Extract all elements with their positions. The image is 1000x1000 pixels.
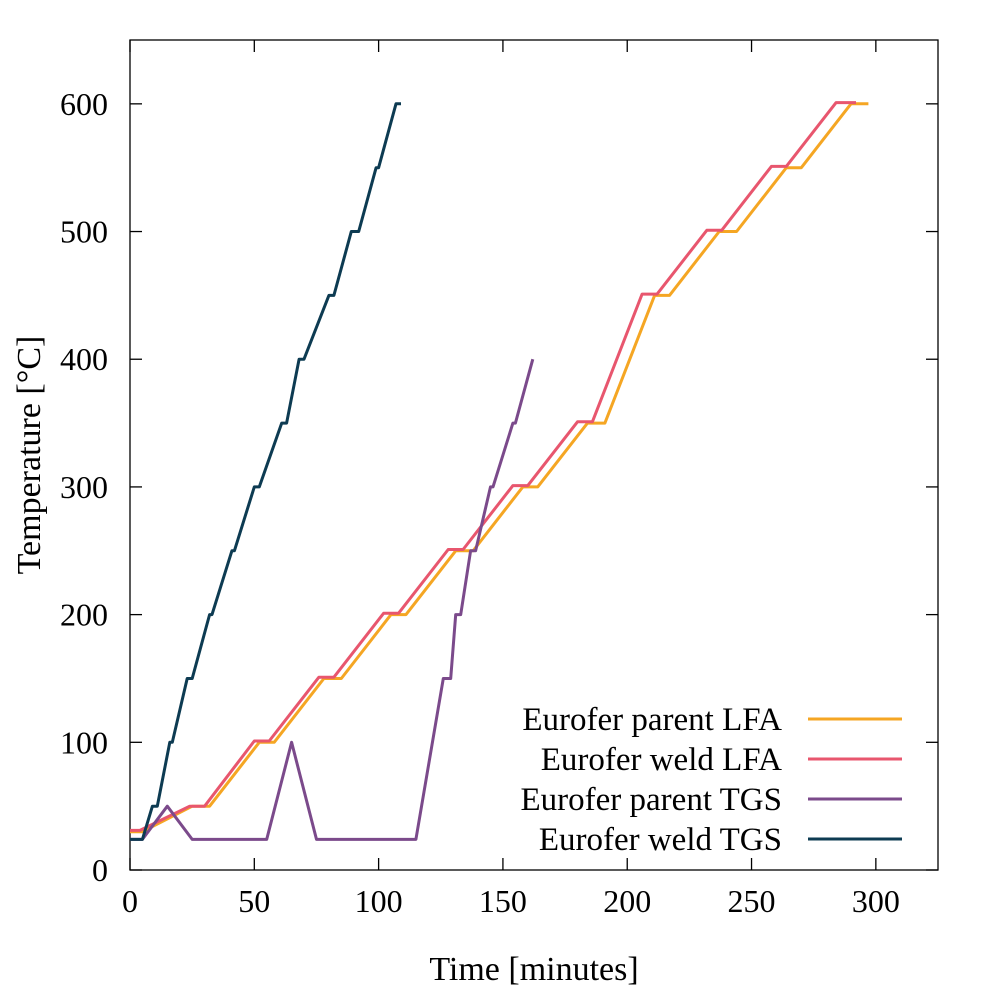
y-axis-label: Temperature [°C] xyxy=(11,336,48,575)
y-tick-label: 300 xyxy=(60,469,108,505)
series-line-4 xyxy=(130,102,401,841)
y-tick-label: 500 xyxy=(60,214,108,250)
x-tick-label: 300 xyxy=(852,883,900,919)
x-tick-label: 150 xyxy=(479,883,527,919)
legend: Eurofer parent LFA Eurofer weld LFA Eurofe… xyxy=(521,702,902,858)
y-tick-label: 100 xyxy=(60,724,108,760)
x-tick-label: 250 xyxy=(728,883,776,919)
series-lines xyxy=(130,101,869,841)
y-tick-label: 400 xyxy=(60,341,108,377)
series-line-3 xyxy=(130,358,535,841)
x-tick-label: 50 xyxy=(238,883,270,919)
x-axis-label: Time [minutes] xyxy=(429,951,638,988)
plot-frame xyxy=(129,39,939,871)
series-line-1 xyxy=(130,102,869,834)
y-tick-label: 200 xyxy=(60,597,108,633)
axis-ticks: 0 50 100 150 200 250 300 0 100 200 300 400 500 600 xyxy=(60,40,938,919)
y-tick-label: 0 xyxy=(92,852,108,888)
x-tick-label: 100 xyxy=(355,883,403,919)
legend-label: Eurofer weld TGS xyxy=(539,822,782,858)
legend-label: Eurofer parent LFA xyxy=(522,702,782,738)
series-line-2 xyxy=(130,101,856,832)
x-tick-label: 200 xyxy=(603,883,651,919)
legend-label: Eurofer parent TGS xyxy=(521,782,782,818)
x-tick-label: 0 xyxy=(122,883,138,919)
legend-label: Eurofer weld LFA xyxy=(541,742,782,778)
y-tick-label: 600 xyxy=(60,86,108,122)
